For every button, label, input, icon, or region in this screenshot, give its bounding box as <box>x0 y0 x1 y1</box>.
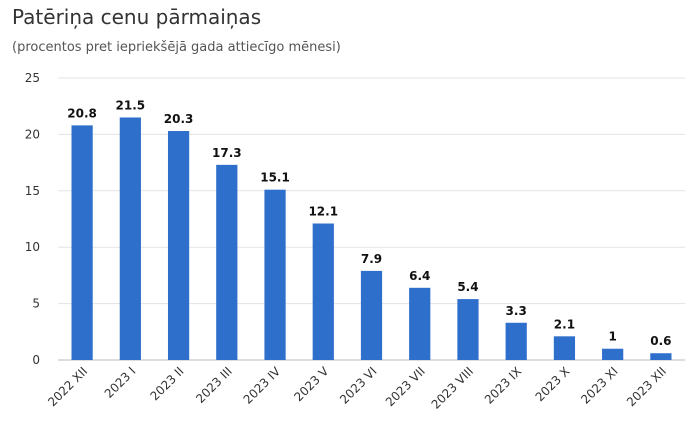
data-label: 12.1 <box>308 205 338 219</box>
bar <box>457 299 479 360</box>
bar <box>312 223 334 360</box>
x-axis-ticks: 2022 XII 2023 I 2023 II 2023 III 2023 IV 2023… <box>45 364 669 412</box>
x-tick-label: 2023 V <box>291 364 332 405</box>
x-tick-label: 2023 VIII <box>429 364 477 412</box>
bar <box>167 131 190 360</box>
x-tick-label: 2023 IX <box>482 364 525 407</box>
y-tick-label: 20 <box>25 127 40 141</box>
bar <box>602 348 624 360</box>
data-label: 20.3 <box>164 112 194 126</box>
x-tick-label: 2023 I <box>102 364 139 401</box>
y-tick-label: 5 <box>32 297 40 311</box>
x-tick-label: 2023 IV <box>241 364 284 407</box>
bar <box>505 322 527 360</box>
data-label: 15.1 <box>260 171 290 185</box>
x-tick-label: 2023 VII <box>383 364 428 409</box>
bar <box>409 287 431 360</box>
x-tick-label: 2023 XI <box>578 364 621 407</box>
data-label: 0.6 <box>650 334 671 348</box>
y-tick-label: 15 <box>25 184 40 198</box>
y-tick-label: 25 <box>25 71 40 85</box>
data-label: 21.5 <box>116 98 146 112</box>
bar <box>216 164 238 360</box>
x-tick-label: 2023 VI <box>337 364 380 407</box>
data-label: 5.4 <box>457 280 478 294</box>
data-label: 6.4 <box>409 269 430 283</box>
y-tick-label: 10 <box>25 240 40 254</box>
chart-subtitle: (procentos pret iepriekšējā gada attiecī… <box>12 40 341 55</box>
bar <box>360 270 383 360</box>
data-labels: 20.8 21.5 20.3 17.3 15.1 12.1 7.9 6.4 5.4 3.3 2.1 1… <box>67 98 671 348</box>
chart-title: Patēriņa cenu pārmaiņas <box>12 5 262 29</box>
data-label: 17.3 <box>212 146 242 160</box>
x-tick-label: 2022 XII <box>45 364 90 409</box>
x-tick-label: 2023 II <box>147 364 186 403</box>
bars <box>71 117 672 360</box>
data-label: 20.8 <box>67 106 97 120</box>
bar <box>71 125 93 360</box>
x-tick-label: 2023 III <box>193 364 235 406</box>
data-label: 2.1 <box>554 317 575 331</box>
bar <box>553 336 576 360</box>
data-label: 7.9 <box>361 252 382 266</box>
data-label: 1 <box>608 330 616 344</box>
bar <box>264 189 286 360</box>
data-label: 3.3 <box>506 304 527 318</box>
bar <box>650 353 672 360</box>
y-tick-label: 0 <box>32 353 40 367</box>
bar <box>119 117 141 360</box>
x-tick-label: 2023 X <box>533 364 573 404</box>
y-axis-ticks: 0 5 10 15 20 25 <box>25 71 40 367</box>
x-tick-label: 2023 XII <box>624 364 669 409</box>
